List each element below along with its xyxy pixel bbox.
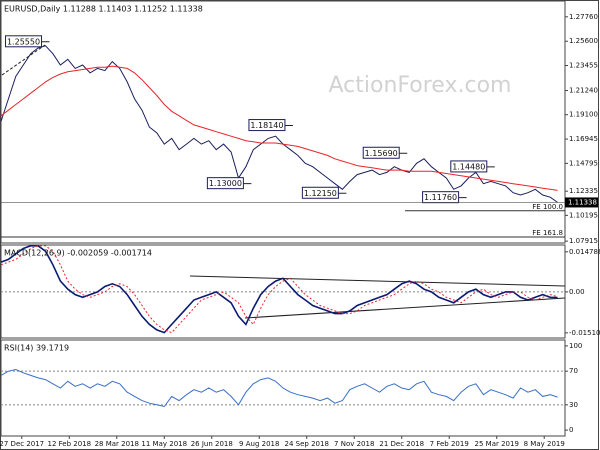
- x-tick-label: 12 Feb 2018: [47, 440, 91, 448]
- fib-label: FE 161.8: [532, 229, 563, 237]
- y-tick-label: 1.10195: [569, 211, 598, 219]
- panel: [0, 339, 566, 437]
- y-tick-label: 1.07915: [569, 237, 598, 245]
- series-line: [0, 245, 558, 334]
- x-tick-label: 27 Dec 2017: [0, 440, 44, 448]
- x-tick-label: 21 Dec 2018: [379, 440, 424, 448]
- x-tick-label: 9 Aug 2018: [239, 440, 279, 448]
- x-tick-label: 24 Sep 2018: [285, 440, 329, 448]
- y-tick-label: 1.12335: [569, 187, 598, 195]
- annotation-label: 1.15690: [365, 149, 398, 158]
- trend-line: [189, 275, 566, 287]
- panel-title: MACD(12,26,9) -0.002059 -0.001714: [4, 249, 152, 258]
- last-price-label: 1.11338: [568, 198, 597, 206]
- annotation-label: 1.11760: [424, 193, 457, 202]
- y-tick-label: 1.16945: [569, 135, 598, 143]
- fib-label: FE 100.0: [532, 203, 563, 211]
- x-tick-label: 8 May 2019: [524, 440, 565, 448]
- annotation-box: [362, 146, 400, 159]
- annotation-label: 1.12150: [304, 189, 337, 198]
- panel-title: RSI(14) 39.1719: [4, 344, 69, 353]
- y-tick-label: 1.21240: [569, 87, 598, 95]
- annotation-label: 1.18140: [250, 121, 283, 130]
- y-tick-label: 100: [569, 342, 582, 350]
- x-tick-label: 26 Jun 2018: [191, 440, 233, 448]
- y-tick-label: 30: [569, 401, 578, 409]
- y-tick-label: 0.014786: [569, 248, 600, 256]
- trend-line: [1, 44, 46, 76]
- trend-line: [244, 297, 566, 319]
- annotation-label: 1.13000: [209, 179, 242, 188]
- last-price-tag: [565, 197, 598, 208]
- x-tick-label: 11 May 2018: [141, 440, 187, 448]
- series-line: [0, 368, 558, 408]
- y-tick-label: 1.25600: [569, 37, 598, 45]
- y-tick-label: 1.23455: [569, 61, 598, 69]
- panel: [0, 0, 566, 244]
- watermark: ActionForex.com: [329, 73, 512, 98]
- y-tick-label: -0.015107: [569, 329, 600, 337]
- annotation-label: 1.25550: [7, 37, 40, 46]
- y-tick-label: 1.14795: [569, 159, 598, 167]
- x-tick-label: 28 Mar 2018: [95, 440, 139, 448]
- annotation-box: [450, 160, 488, 173]
- series-line: [0, 45, 558, 203]
- annotation-box: [5, 35, 43, 48]
- y-tick-label: 0.00: [569, 288, 585, 296]
- x-tick-label: 25 Mar 2019: [475, 440, 519, 448]
- y-tick-label: 0: [569, 426, 573, 434]
- annotation-box: [206, 177, 244, 190]
- y-tick-label: 70: [569, 367, 578, 375]
- x-tick-label: 7 Feb 2019: [430, 440, 469, 448]
- panel-title: EURUSD,Daily 1.11288 1.11403 1.11252 1.1…: [4, 5, 203, 14]
- y-tick-label: 1.27760: [569, 13, 598, 21]
- annotation-box: [301, 186, 339, 199]
- series-line: [0, 65, 558, 191]
- x-tick-label: 7 Nov 2018: [334, 440, 374, 448]
- annotation-box: [248, 119, 286, 132]
- series-line: [0, 245, 558, 334]
- y-tick-label: 1.19100: [569, 111, 598, 119]
- annotation-label: 1.14480: [452, 162, 485, 171]
